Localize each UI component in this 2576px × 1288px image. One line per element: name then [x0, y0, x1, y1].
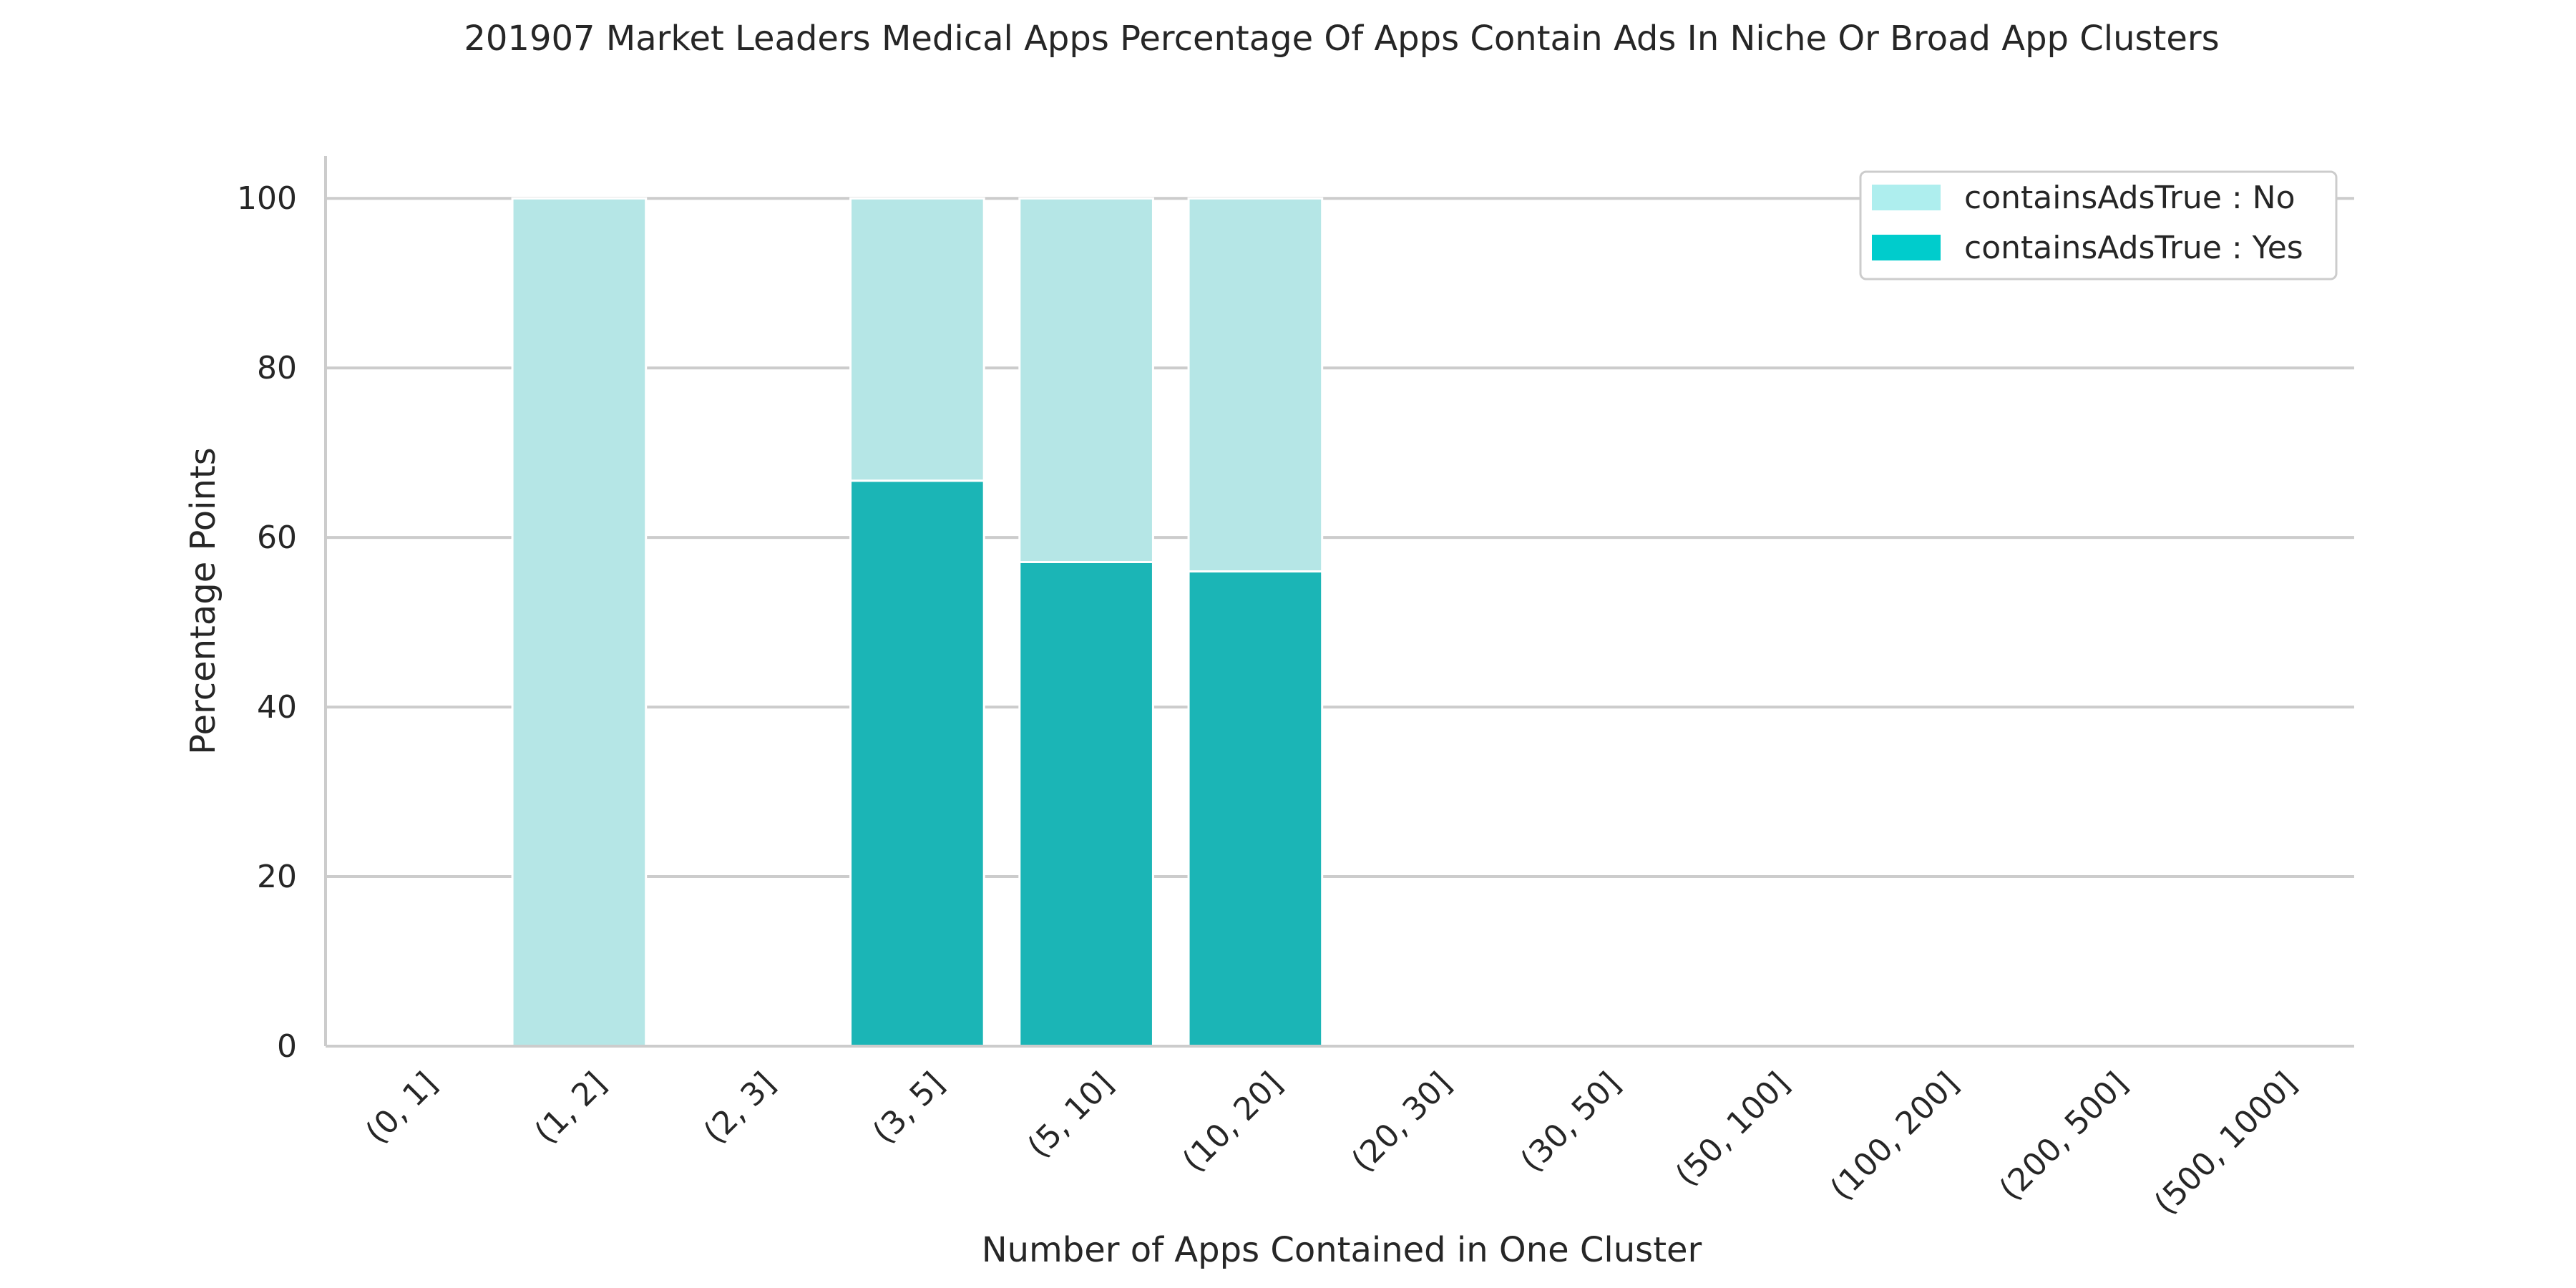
bar-segment-no	[511, 197, 648, 1048]
legend-swatch	[1872, 185, 1941, 210]
y-tick-label: 40	[257, 689, 297, 726]
axes	[324, 156, 2354, 1048]
x-tick-label: (30, 50]	[1513, 1065, 1627, 1179]
bars	[511, 197, 1324, 1048]
x-tick-label: (1, 2]	[527, 1065, 613, 1151]
legend: containsAdsTrue : No containsAdsTrue : Ye…	[1859, 170, 2338, 280]
x-tick-label: (200, 500]	[1993, 1065, 2135, 1208]
x-tick-label: (500, 1000]	[2147, 1065, 2304, 1222]
bar-segment-no	[1187, 197, 1324, 573]
x-tick-label: (3, 5]	[866, 1065, 952, 1151]
y-tick-label: 60	[257, 519, 297, 556]
y-tick-label: 20	[257, 859, 297, 895]
bar-segment-no	[1018, 197, 1154, 564]
y-tick-label: 0	[277, 1028, 297, 1065]
x-tick-label: (0, 1]	[358, 1065, 444, 1151]
y-axis-label: Percentage Points	[183, 447, 223, 754]
x-tick-label: (2, 3]	[697, 1065, 783, 1151]
y-tick-label: 100	[237, 180, 297, 217]
bar-segment-yes	[849, 479, 985, 1048]
bar-segment-no	[849, 197, 985, 482]
legend-label: containsAdsTrue : Yes	[1964, 230, 2303, 266]
chart-title: 201907 Market Leaders Medical Apps Perce…	[464, 19, 2219, 59]
legend-label: containsAdsTrue : No	[1964, 180, 2296, 216]
bar-segment-yes	[1187, 570, 1324, 1048]
x-tick-label: (5, 10]	[1020, 1065, 1121, 1166]
x-tick-label: (10, 20]	[1176, 1065, 1289, 1179]
x-tick-label: (50, 100]	[1669, 1065, 1797, 1194]
legend-frame	[1859, 170, 2338, 280]
x-axis-label: Number of Apps Contained in One Cluster	[982, 1230, 1702, 1270]
legend-swatch	[1872, 235, 1941, 260]
x-tick-labels: (0, 1] (1, 2] (2, 3] (3, 5] (5, 10] (10, 20] (…	[358, 1065, 2303, 1222]
y-tick-label: 80	[257, 350, 297, 386]
y-tick-labels: 0 20 40 60 80 100	[237, 180, 297, 1065]
x-tick-label: (20, 30]	[1345, 1065, 1458, 1179]
bar-segment-yes	[1018, 561, 1154, 1048]
x-tick-label: (100, 200]	[1823, 1065, 1966, 1208]
